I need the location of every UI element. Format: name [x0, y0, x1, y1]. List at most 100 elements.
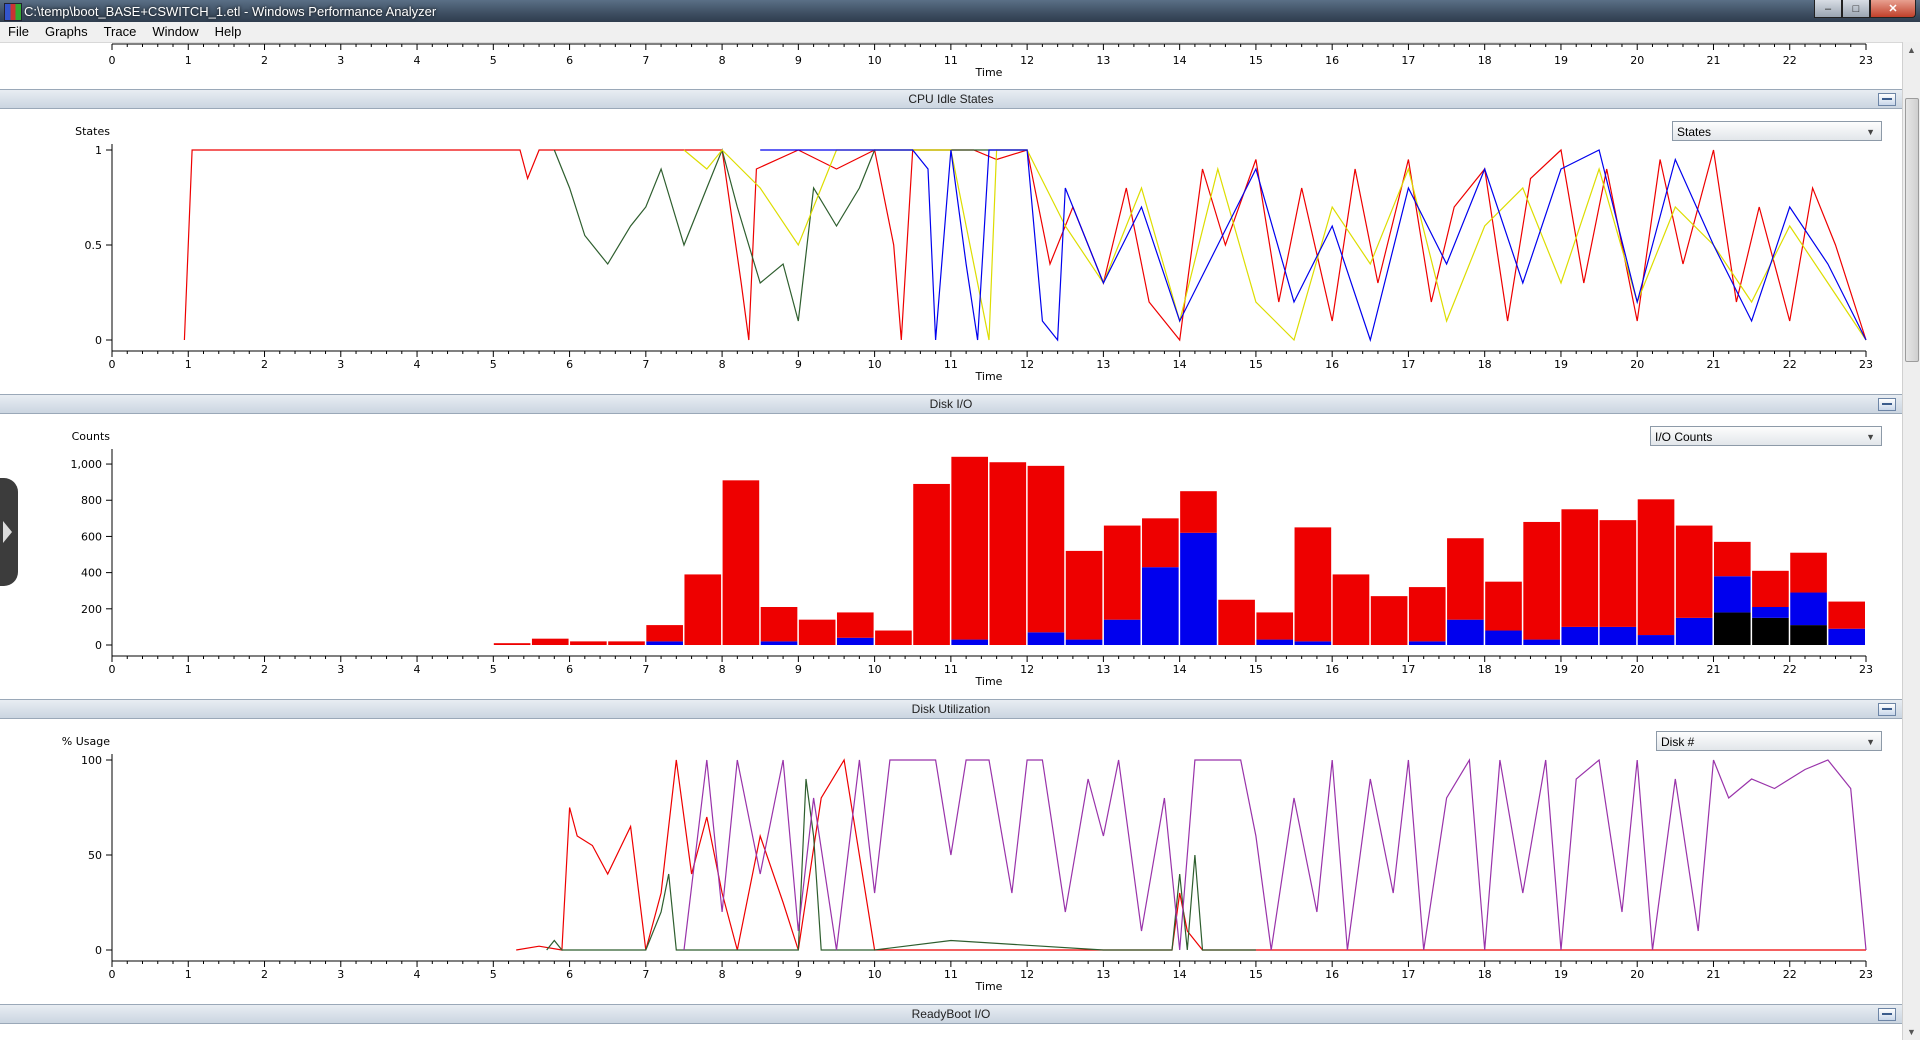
x-tick-label: 1	[185, 968, 192, 981]
x-tick-label: 13	[1096, 358, 1110, 371]
x-tick-label: 16	[1325, 663, 1339, 676]
x-tick-label: 16	[1325, 968, 1339, 981]
y-tick-label: 0	[95, 944, 102, 957]
x-tick-label: 11	[944, 968, 958, 981]
series-line	[516, 758, 1866, 951]
x-tick-label: 9	[795, 358, 802, 371]
bar-segment	[798, 619, 836, 645]
menu-graphs[interactable]: Graphs	[37, 22, 96, 42]
collapse-icon[interactable]	[1878, 1008, 1896, 1021]
y-tick-label: 800	[81, 494, 102, 507]
chevron-down-icon: ▼	[1866, 432, 1875, 442]
x-tick-label: 6	[566, 968, 573, 981]
selector-value: I/O Counts	[1655, 430, 1713, 444]
scroll-thumb[interactable]	[1905, 98, 1919, 362]
bar-segment	[1408, 641, 1446, 645]
collapse-icon[interactable]	[1878, 703, 1896, 716]
y-tick-label: 1	[95, 144, 102, 157]
close-button[interactable]: ✕	[1870, 0, 1916, 18]
x-tick-label: 14	[1173, 663, 1187, 676]
menu-file[interactable]: File	[0, 22, 37, 42]
y-tick-label: 600	[81, 530, 102, 543]
x-tick-label: 0	[109, 358, 116, 371]
x-axis-title: Time	[975, 370, 1003, 383]
expand-panel-handle[interactable]	[0, 478, 18, 586]
menu-help-label: Help	[214, 24, 242, 39]
bar-segment	[1790, 625, 1827, 645]
x-tick-label: 3	[337, 358, 344, 371]
bar-segment	[1370, 596, 1408, 645]
collapse-icon[interactable]	[1878, 93, 1896, 106]
x-tick-label: 1	[185, 663, 192, 676]
top-time-axis: 0 1 2 3 4 5 6 7 8 9 10 11 12 13 14 15 16 17 18 19 20 21 22 23Ti…	[109, 43, 1873, 79]
x-tick-label: 8	[719, 968, 726, 981]
x-tick-label: 7	[642, 54, 649, 67]
x-tick-label: 12	[1020, 663, 1034, 676]
bar-segment	[1675, 525, 1713, 618]
series-selector-disk-io[interactable]: I/O Counts ▼	[1650, 426, 1882, 446]
scroll-up-icon[interactable]: ▲	[1907, 45, 1916, 55]
minimize-button[interactable]: –	[1814, 0, 1842, 18]
y-axis-title: States	[75, 125, 110, 138]
bar-segment	[1218, 599, 1255, 645]
x-tick-label: 18	[1478, 54, 1492, 67]
bar-segment	[1027, 632, 1065, 645]
menu-window[interactable]: Window	[144, 22, 206, 42]
bar-segment	[1065, 639, 1103, 645]
series-selector-disk-util[interactable]: Disk # ▼	[1656, 731, 1882, 751]
chevron-down-icon: ▼	[1866, 127, 1875, 137]
x-tick-label: 7	[642, 968, 649, 981]
pane-title-readyboot: ReadyBoot I/O	[911, 1007, 991, 1021]
x-tick-label: 2	[261, 54, 268, 67]
x-tick-label: 14	[1173, 968, 1187, 981]
menu-trace[interactable]: Trace	[96, 22, 145, 42]
pane-header-readyboot[interactable]: ReadyBoot I/O	[0, 1004, 1902, 1024]
x-tick-label: 11	[944, 358, 958, 371]
vertical-scrollbar[interactable]: ▲ ▼	[1902, 42, 1920, 1040]
bar-segment	[1447, 619, 1484, 645]
y-axis-title: Counts	[72, 430, 111, 443]
bar-segment	[989, 462, 1027, 645]
menu-help[interactable]: Help	[207, 22, 250, 42]
series-line	[760, 149, 1867, 343]
pane-header-cpu-idle[interactable]: CPU Idle States	[0, 89, 1902, 109]
x-tick-label: 4	[414, 968, 421, 981]
pane-title-cpu-idle: CPU Idle States	[908, 92, 994, 106]
x-axis-title: Time	[975, 980, 1003, 993]
x-tick-label: 7	[642, 663, 649, 676]
x-tick-label: 21	[1706, 968, 1720, 981]
bar-segment	[1180, 491, 1217, 533]
series-line	[546, 778, 1256, 951]
bar-segment	[951, 639, 988, 645]
bar-segment	[1752, 607, 1789, 618]
bar-segment	[1752, 617, 1789, 645]
x-tick-label: 8	[719, 358, 726, 371]
bar-segment	[760, 641, 798, 645]
bar-segment	[1523, 521, 1560, 640]
x-tick-label: 21	[1706, 663, 1720, 676]
x-tick-label: 11	[944, 54, 958, 67]
series-selector-cpu-idle[interactable]: States ▼	[1672, 121, 1882, 141]
bar-segment	[608, 641, 645, 645]
bar-segment	[1599, 520, 1637, 627]
chevron-down-icon: ▼	[1866, 737, 1875, 747]
x-tick-label: 20	[1630, 54, 1644, 67]
x-tick-label: 5	[490, 54, 497, 67]
x-tick-label: 0	[109, 54, 116, 67]
bar-segment	[1561, 509, 1599, 627]
bar-segment	[1142, 567, 1179, 645]
maximize-button[interactable]: □	[1842, 0, 1870, 18]
bar-segment	[1256, 639, 1294, 645]
x-tick-label: 22	[1783, 968, 1797, 981]
pane-header-disk-io[interactable]: Disk I/O	[0, 394, 1902, 414]
pane-header-disk-util[interactable]: Disk Utilization	[0, 699, 1902, 719]
x-tick-label: 19	[1554, 663, 1568, 676]
collapse-icon[interactable]	[1878, 398, 1896, 411]
scroll-down-icon[interactable]: ▼	[1907, 1027, 1916, 1037]
bar-segment	[1713, 612, 1751, 645]
x-tick-label: 2	[261, 663, 268, 676]
x-tick-label: 15	[1249, 358, 1263, 371]
bar-segment	[1027, 465, 1065, 633]
bar-segment	[1256, 612, 1294, 640]
bar-segment	[1485, 581, 1522, 631]
